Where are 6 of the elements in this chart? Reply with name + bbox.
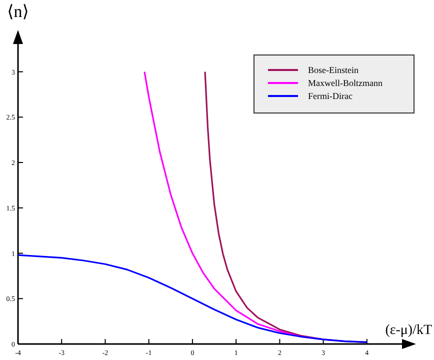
legend-label: Bose-Einstein [308, 65, 359, 75]
x-axis-title: (ε-μ)/kT [385, 323, 432, 338]
legend-label: Fermi-Dirac [308, 91, 352, 101]
line-series [17, 254, 368, 343]
y-axis-title: ⟨n⟩ [7, 2, 29, 21]
legend-label: Maxwell-Boltzmann [308, 78, 383, 88]
